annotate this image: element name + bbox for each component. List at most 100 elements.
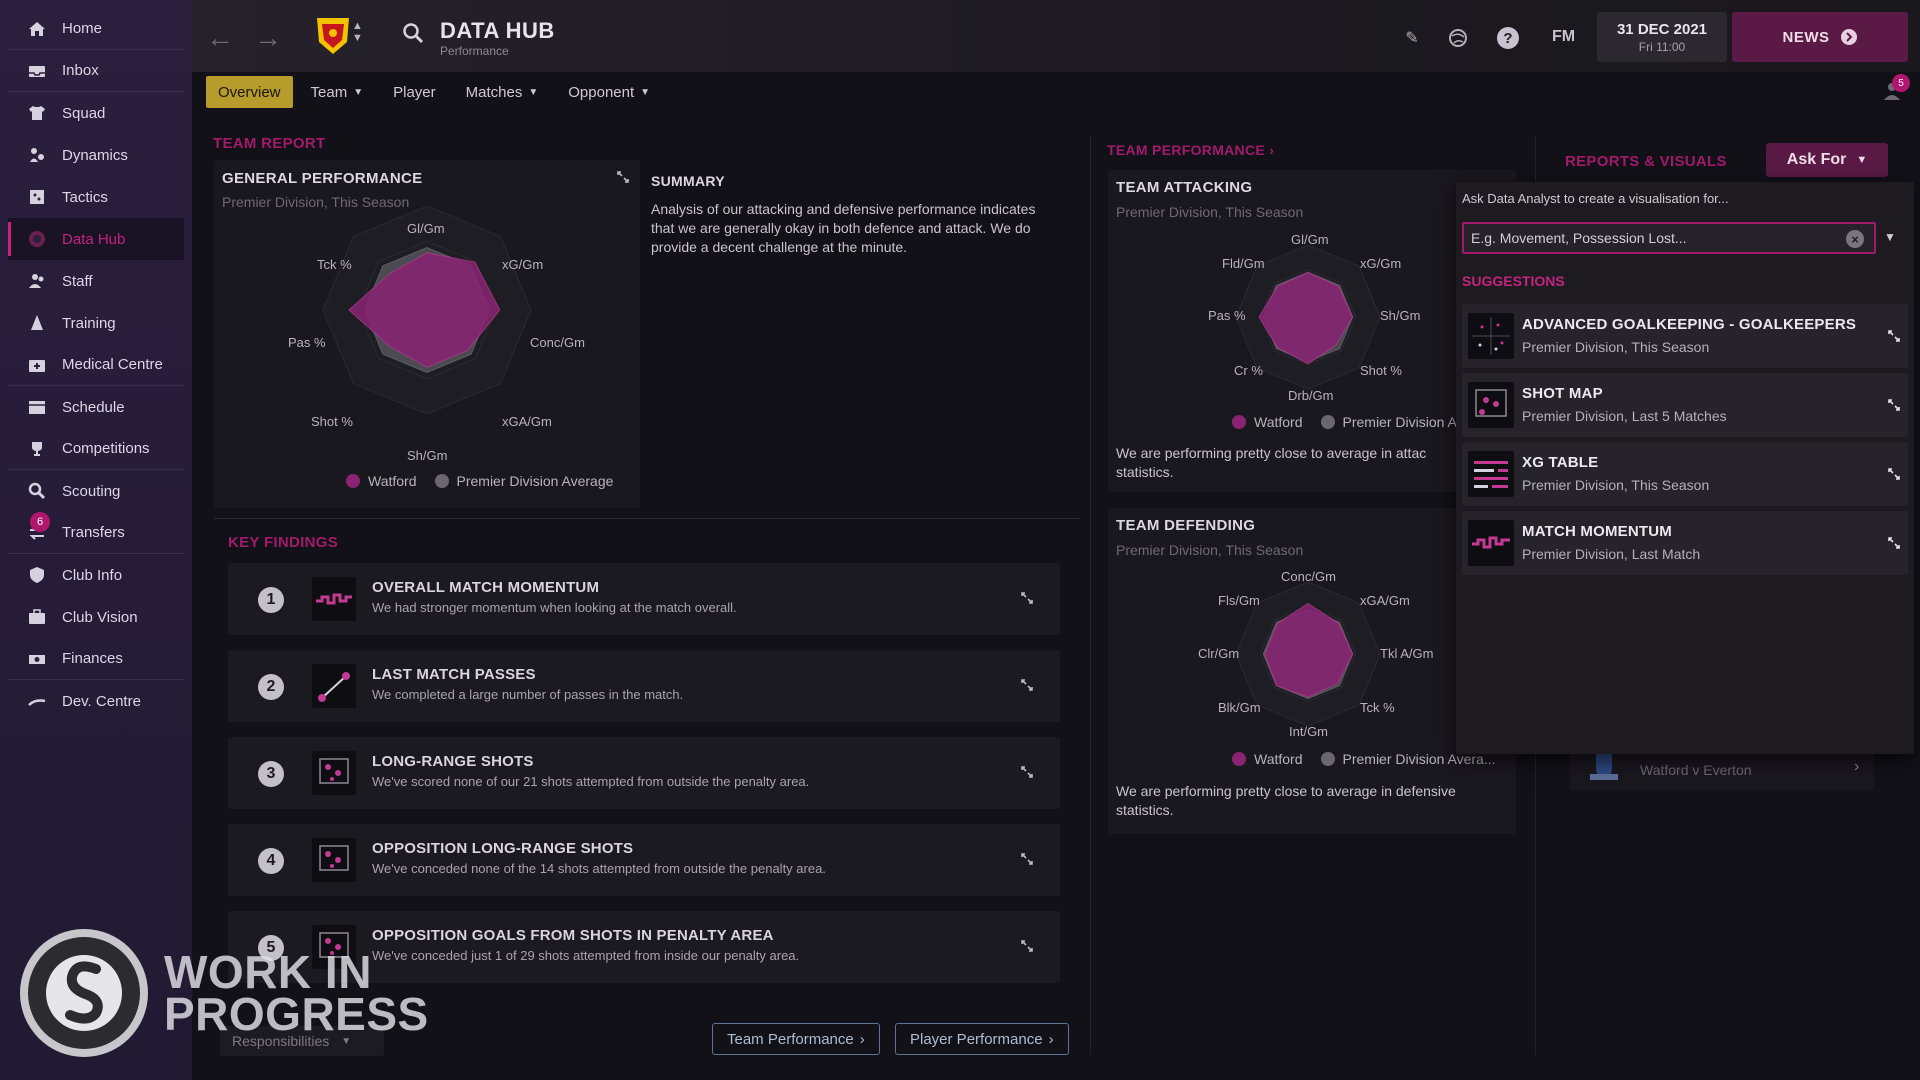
staff-icon: [26, 270, 48, 292]
team-performance-button[interactable]: Team Performance ›: [712, 1023, 880, 1055]
sidebar-item-home[interactable]: Home: [8, 8, 184, 50]
radar-axis-label: Blk/Gm: [1218, 700, 1261, 715]
date-continue-button[interactable]: 31 DEC 2021 Fri 11:00: [1597, 12, 1727, 62]
training-cone-icon: [26, 312, 48, 334]
sidebar-item-competitions[interactable]: Competitions: [8, 428, 184, 470]
key-finding-item[interactable]: 1 OVERALL MATCH MOMENTUM We had stronger…: [228, 563, 1060, 635]
radar-axis-label: xGA/Gm: [1360, 593, 1410, 608]
expand-icon[interactable]: [1887, 329, 1901, 343]
sidebar-item-staff[interactable]: Staff: [8, 260, 184, 302]
responsibilities-button[interactable]: Responsibilities ▼: [220, 1026, 384, 1056]
back-arrow-icon[interactable]: ←: [206, 22, 234, 53]
radar-team-area: [348, 252, 501, 368]
globe-icon[interactable]: [1444, 24, 1472, 52]
visualisation-search-input[interactable]: [1462, 222, 1876, 254]
player-performance-button[interactable]: Player Performance ›: [895, 1023, 1069, 1055]
reports-visuals-heading: REPORTS & VISUALS: [1565, 153, 1727, 170]
team-attacking-subtitle: Premier Division, This Season: [1116, 204, 1304, 220]
sidebar-item-squad[interactable]: Squad: [8, 92, 184, 134]
notifications-icon[interactable]: 5: [1882, 74, 1910, 102]
news-button[interactable]: NEWS: [1732, 12, 1908, 62]
suggestion-item[interactable]: MATCH MOMENTUM Premier Division, Last Ma…: [1462, 511, 1908, 575]
ask-for-button[interactable]: Ask For ▼: [1766, 143, 1888, 177]
expand-icon[interactable]: [1020, 765, 1034, 779]
sidebar-item-club-info[interactable]: Club Info: [8, 554, 184, 596]
top-bar: ← → ▲ ▼ DATA HUB Performance ✎ ? FM 31 DE…: [192, 0, 1920, 72]
sidebar-item-medical-centre[interactable]: Medical Centre: [8, 344, 184, 386]
fm-logo[interactable]: FM: [1552, 28, 1576, 45]
chevron-down-icon[interactable]: ▼: [1884, 230, 1896, 244]
sidebar-item-club-vision[interactable]: Club Vision: [8, 596, 184, 638]
radar-axis-label: Sh/Gm: [407, 448, 448, 463]
column-divider: [1090, 135, 1091, 1055]
sidebar-item-tactics[interactable]: Tactics: [8, 176, 184, 218]
xg-table-thumbnail-icon: [1468, 451, 1514, 497]
expand-icon[interactable]: [1020, 591, 1034, 605]
tab-label: Matches: [465, 83, 523, 101]
key-finding-item[interactable]: 4 OPPOSITION LONG-RANGE SHOTS We've conc…: [228, 824, 1060, 896]
expand-icon[interactable]: [1020, 939, 1034, 953]
finding-description: We had stronger momentum when looking at…: [372, 600, 737, 615]
sidebar-item-inbox[interactable]: Inbox: [8, 50, 184, 92]
button-label: Player Performance: [910, 1030, 1043, 1048]
general-performance-title: GENERAL PERFORMANCE: [222, 170, 423, 187]
work-in-progress-watermark: WORK IN PROGRESS: [16, 925, 429, 1061]
suggestion-item[interactable]: ADVANCED GOALKEEPING - GOALKEEPERS Premi…: [1462, 304, 1908, 368]
key-finding-item[interactable]: 5 OPPOSITION GOALS FROM SHOTS IN PENALTY…: [228, 911, 1060, 983]
expand-icon[interactable]: [1020, 678, 1034, 692]
sidebar-item-data-hub[interactable]: Data Hub: [8, 218, 184, 260]
banknotes-icon: [26, 648, 48, 670]
forward-arrow-icon[interactable]: →: [254, 22, 282, 53]
suggestion-subtitle: Premier Division, Last Match: [1522, 546, 1701, 562]
radar-axis-label: Fls/Gm: [1218, 593, 1260, 608]
key-finding-item[interactable]: 3 LONG-RANGE SHOTS We've scored none of …: [228, 737, 1060, 809]
expand-icon[interactable]: [616, 170, 630, 184]
team-attacking-title: TEAM ATTACKING: [1116, 179, 1253, 196]
sidebar-item-finances[interactable]: Finances: [8, 638, 184, 680]
clear-input-icon[interactable]: ×: [1846, 230, 1864, 248]
radar-axis-label: Conc/Gm: [530, 335, 585, 350]
suggestion-item[interactable]: XG TABLE Premier Division, This Season: [1462, 442, 1908, 506]
team-defending-title: TEAM DEFENDING: [1116, 517, 1256, 534]
finding-title: OPPOSITION LONG-RANGE SHOTS: [372, 840, 634, 857]
help-icon[interactable]: ?: [1494, 24, 1522, 52]
expand-icon[interactable]: [1887, 536, 1901, 550]
sidebar: Home Inbox Squad Dynamics Tactics Data H…: [0, 0, 192, 1080]
sidebar-item-scouting[interactable]: Scouting: [8, 470, 184, 512]
sidebar-item-dynamics[interactable]: Dynamics: [8, 134, 184, 176]
radar-axis-label: Gl/Gm: [1291, 232, 1329, 247]
data-hub-icon: [26, 228, 48, 250]
radar-axis-label: Drb/Gm: [1288, 388, 1334, 403]
trophy-icon: [26, 438, 48, 460]
team-performance-heading[interactable]: TEAM PERFORMANCE ›: [1107, 142, 1274, 158]
tab-overview[interactable]: Overview: [206, 76, 293, 108]
tab-player[interactable]: Player: [381, 76, 448, 108]
responsibilities-label: Responsibilities: [232, 1033, 330, 1049]
club-switch-icon[interactable]: ▲ ▼: [352, 20, 363, 44]
expand-icon[interactable]: [1887, 467, 1901, 481]
general-performance-panel: GENERAL PERFORMANCE Premier Division, Th…: [214, 160, 640, 508]
legend-average-label: Premier Division Average: [456, 473, 614, 489]
sidebar-item-transfers[interactable]: 6 Transfers: [8, 512, 184, 554]
sidebar-item-schedule[interactable]: Schedule: [8, 386, 184, 428]
search-icon[interactable]: [402, 22, 424, 44]
calendar-icon: [26, 396, 48, 418]
club-crest-icon[interactable]: [314, 12, 352, 56]
tab-opponent[interactable]: Opponent ▼: [556, 76, 662, 108]
watermark-line1: WORK IN: [164, 946, 372, 998]
key-finding-item[interactable]: 2 LAST MATCH PASSES We completed a large…: [228, 650, 1060, 722]
expand-icon[interactable]: [1020, 852, 1034, 866]
sidebar-item-dev-centre[interactable]: Dev. Centre: [8, 680, 184, 722]
transfers-badge: 6: [30, 512, 50, 532]
tab-matches[interactable]: Matches ▼: [454, 76, 551, 108]
legend-dot-average: [434, 474, 449, 488]
pencil-icon[interactable]: ✎: [1405, 30, 1419, 47]
suggestion-item[interactable]: SHOT MAP Premier Division, Last 5 Matche…: [1462, 373, 1908, 437]
tab-label: Team: [310, 83, 348, 101]
expand-icon[interactable]: [1887, 398, 1901, 412]
tab-team[interactable]: Team ▼: [299, 76, 376, 108]
sidebar-item-label: Inbox: [62, 62, 99, 79]
legend-dot-team: [1232, 752, 1246, 766]
sidebar-item-training[interactable]: Training: [8, 302, 184, 344]
legend-team-label: Watford: [1254, 414, 1303, 430]
